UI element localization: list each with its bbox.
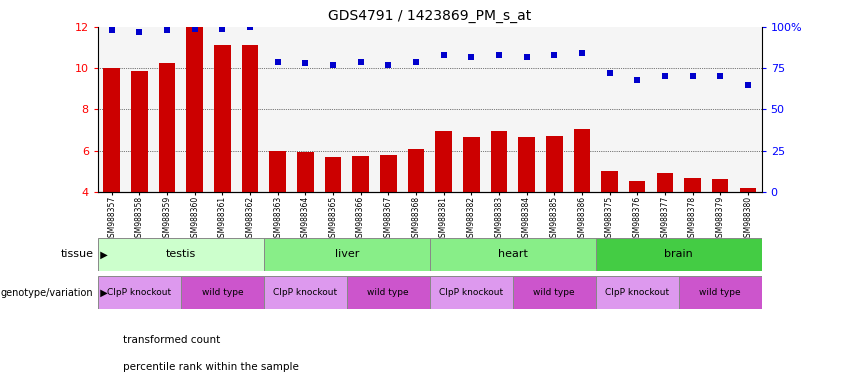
- Bar: [104, 68, 120, 192]
- Point: [381, 62, 395, 68]
- Bar: [131, 71, 148, 192]
- Text: wild type: wild type: [534, 288, 575, 297]
- Bar: [158, 63, 175, 192]
- Text: ClpP knockout: ClpP knockout: [439, 288, 503, 297]
- Text: ClpP knockout: ClpP knockout: [273, 288, 337, 297]
- Bar: [180, 276, 264, 309]
- Bar: [518, 137, 534, 192]
- Bar: [596, 276, 679, 309]
- Bar: [264, 276, 347, 309]
- Bar: [380, 155, 397, 192]
- Point: [686, 73, 700, 79]
- Text: wild type: wild type: [700, 288, 741, 297]
- Point: [243, 24, 257, 30]
- Point: [465, 53, 478, 60]
- Bar: [98, 238, 264, 271]
- Title: GDS4791 / 1423869_PM_s_at: GDS4791 / 1423869_PM_s_at: [328, 9, 531, 23]
- Bar: [264, 238, 430, 271]
- Text: tissue: tissue: [60, 249, 94, 260]
- Point: [437, 52, 450, 58]
- Bar: [629, 180, 645, 192]
- Point: [133, 29, 146, 35]
- Point: [547, 52, 561, 58]
- Bar: [711, 179, 728, 192]
- Bar: [430, 238, 596, 271]
- Bar: [574, 129, 590, 192]
- Point: [575, 50, 589, 56]
- Text: liver: liver: [334, 249, 359, 260]
- Text: ▶: ▶: [94, 288, 107, 298]
- Point: [271, 58, 284, 65]
- Bar: [512, 276, 596, 309]
- Text: ClpP knockout: ClpP knockout: [107, 288, 171, 297]
- Text: brain: brain: [665, 249, 693, 260]
- Text: testis: testis: [166, 249, 196, 260]
- Point: [105, 27, 118, 33]
- Point: [741, 82, 755, 88]
- Point: [160, 27, 174, 33]
- Point: [354, 58, 368, 65]
- Bar: [430, 276, 512, 309]
- Text: wild type: wild type: [202, 288, 243, 297]
- Point: [326, 62, 340, 68]
- Point: [713, 73, 727, 79]
- Bar: [601, 171, 618, 192]
- Text: percentile rank within the sample: percentile rank within the sample: [123, 362, 300, 372]
- Bar: [98, 276, 180, 309]
- Bar: [347, 276, 430, 309]
- Bar: [352, 156, 368, 192]
- Text: transformed count: transformed count: [123, 335, 220, 345]
- Bar: [596, 238, 762, 271]
- Bar: [186, 24, 203, 192]
- Bar: [679, 276, 762, 309]
- Bar: [214, 45, 231, 192]
- Bar: [684, 177, 700, 192]
- Text: genotype/variation: genotype/variation: [1, 288, 94, 298]
- Point: [631, 77, 644, 83]
- Bar: [269, 151, 286, 192]
- Point: [520, 53, 534, 60]
- Bar: [408, 149, 424, 192]
- Text: heart: heart: [498, 249, 528, 260]
- Point: [409, 58, 423, 65]
- Text: ▶: ▶: [94, 249, 107, 260]
- Bar: [490, 131, 507, 192]
- Bar: [435, 131, 452, 192]
- Point: [188, 25, 202, 31]
- Point: [299, 60, 312, 66]
- Bar: [297, 152, 313, 192]
- Point: [603, 70, 616, 76]
- Bar: [463, 137, 479, 192]
- Bar: [656, 174, 673, 192]
- Text: wild type: wild type: [368, 288, 409, 297]
- Bar: [242, 45, 258, 192]
- Bar: [545, 136, 563, 192]
- Point: [215, 25, 229, 31]
- Point: [658, 73, 671, 79]
- Bar: [740, 188, 756, 192]
- Bar: [324, 157, 341, 192]
- Text: ClpP knockout: ClpP knockout: [605, 288, 669, 297]
- Point: [492, 52, 505, 58]
